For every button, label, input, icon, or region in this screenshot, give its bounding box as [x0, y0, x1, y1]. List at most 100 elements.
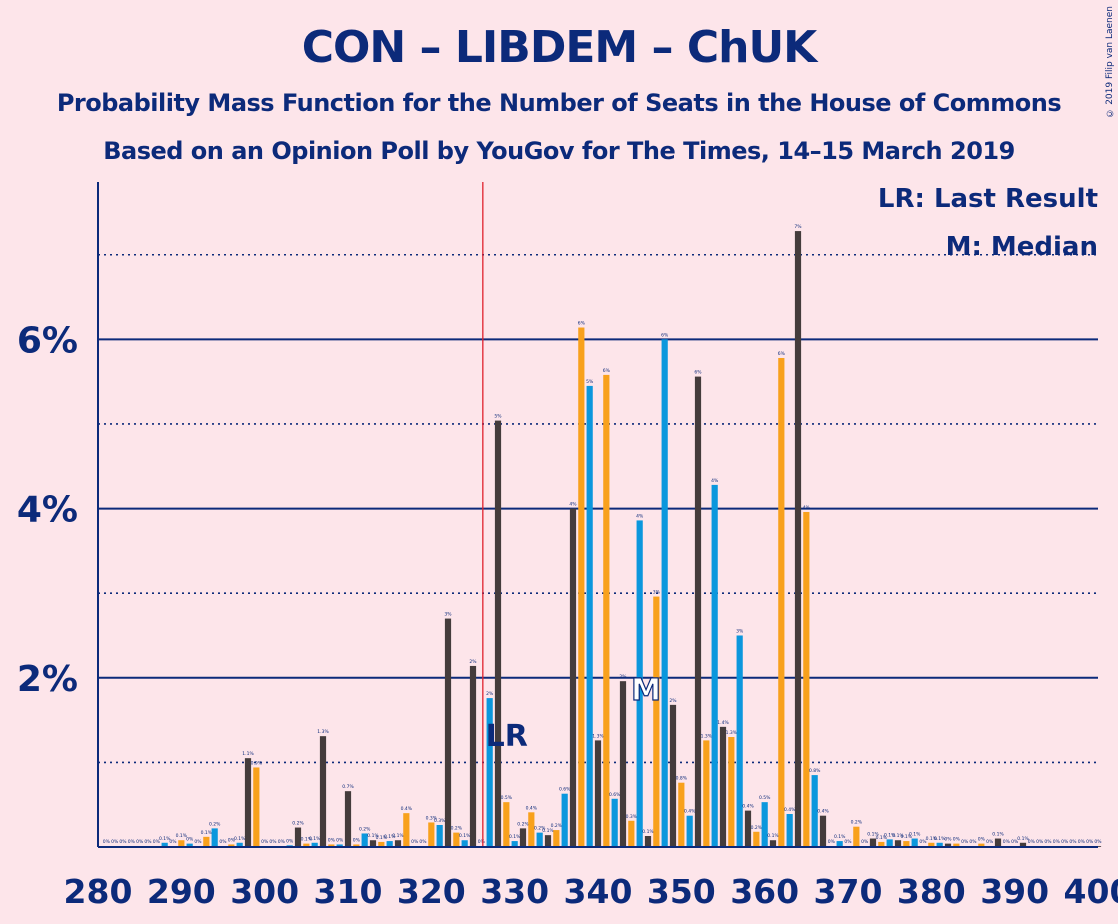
last-result-marker: LR — [486, 719, 528, 754]
bar-data-label: 3% — [444, 612, 452, 618]
bar-data-label: 3% — [653, 590, 661, 596]
bar — [719, 726, 727, 847]
y-tick-label: 4% — [17, 490, 78, 531]
bar — [378, 841, 385, 847]
bar — [978, 843, 985, 847]
bar — [928, 842, 935, 847]
bar — [794, 231, 802, 848]
bar-data-label: 0.2% — [209, 821, 221, 827]
bar-data-label: 0.2% — [292, 821, 304, 827]
bar-data-label: 0.1% — [301, 837, 313, 843]
bar — [586, 385, 593, 847]
bar-data-label: 0.9% — [251, 760, 263, 766]
bar-data-label: 0% — [119, 839, 127, 845]
bar — [669, 704, 677, 847]
bar — [644, 836, 652, 847]
bar-data-label: 0% — [111, 839, 119, 845]
bar — [544, 835, 552, 847]
bar-data-label: 0% — [419, 839, 427, 845]
bar — [228, 844, 235, 847]
bar-data-label: 0.1% — [884, 832, 896, 838]
chart-subtitle-2: Based on an Opinion Poll by YouGov for T… — [103, 137, 1015, 165]
bar — [678, 782, 685, 847]
bar-data-label: 0% — [219, 839, 227, 845]
bar-data-label: 0% — [961, 839, 969, 845]
bar — [528, 812, 535, 847]
x-tick-label: 300 — [230, 872, 299, 911]
bar-data-label: 0.6% — [609, 792, 621, 798]
bar-data-label: 0% — [1086, 839, 1094, 845]
bar — [403, 813, 410, 847]
bar — [428, 822, 435, 847]
bar-data-label: 0.1% — [459, 833, 471, 839]
bar — [578, 327, 585, 848]
bar-data-label: 0.1% — [767, 833, 779, 839]
bar-data-label: 0.2% — [851, 820, 863, 826]
bar-data-label: 0.2% — [551, 823, 563, 829]
bar-data-label: 0.1% — [901, 834, 913, 840]
x-tick-label: 390 — [980, 872, 1049, 911]
bar-data-label: 4% — [636, 513, 644, 519]
bar — [253, 767, 260, 847]
chart-title: CON – LIBDEM – ChUK — [301, 22, 818, 73]
bar — [511, 841, 518, 847]
bar-data-label: 0% — [269, 839, 277, 845]
bar-data-label: 0.1% — [234, 836, 246, 842]
bar-data-label: 0.1% — [201, 830, 213, 836]
bar — [569, 508, 577, 847]
x-tick-label: 360 — [730, 872, 799, 911]
bar — [936, 842, 943, 847]
bar — [769, 840, 777, 847]
x-tick-label: 340 — [564, 872, 633, 911]
bar-data-label: 0% — [128, 839, 136, 845]
bar-data-label: 0.2% — [359, 826, 371, 832]
bar — [553, 830, 560, 847]
bar — [869, 838, 877, 847]
bar-data-label: 7% — [794, 224, 802, 230]
bar-data-label: 0% — [969, 839, 977, 845]
bar — [744, 810, 752, 847]
bar-data-label: 0% — [194, 839, 202, 845]
bar-data-label: 0.1% — [367, 833, 379, 839]
bar — [236, 842, 243, 847]
x-tick-label: 310 — [314, 872, 383, 911]
bar — [186, 843, 193, 847]
bar-data-label: 0% — [944, 837, 952, 843]
bar-data-label: 0% — [861, 839, 869, 845]
bar — [328, 844, 335, 847]
bar — [853, 826, 860, 847]
bar-data-label: 4% — [569, 502, 577, 508]
bar-data-label: 5% — [494, 414, 502, 420]
bar-data-label: 0% — [978, 837, 986, 843]
bar — [703, 740, 710, 847]
x-tick-label: 370 — [814, 872, 883, 911]
bar-data-label: 0% — [169, 839, 177, 845]
bar-data-label: 0.1% — [392, 833, 404, 839]
bar-data-label: 3% — [736, 628, 744, 634]
bar-data-label: 0% — [186, 837, 194, 843]
bar-data-label: 0% — [1036, 839, 1044, 845]
bar-data-label: 0.4% — [684, 809, 696, 815]
bar-data-label: 0.1% — [926, 836, 938, 842]
x-tick-label: 350 — [647, 872, 716, 911]
bar-data-label: 0.1% — [876, 835, 888, 841]
bar — [161, 842, 168, 847]
bar-data-label: 0.1% — [992, 832, 1004, 838]
x-tick-label: 280 — [64, 872, 133, 911]
bar — [311, 842, 318, 847]
bar-data-label: 0.1% — [542, 828, 554, 834]
bar-data-label: 0% — [1053, 839, 1061, 845]
bar — [803, 511, 810, 847]
bar-data-label: 0% — [286, 838, 294, 844]
bar-data-label: 1.3% — [317, 729, 329, 735]
bar — [519, 828, 527, 847]
x-tick-label: 290 — [147, 872, 216, 911]
bar-data-label: 0.1% — [867, 832, 879, 838]
bar-data-label: 0% — [1094, 839, 1102, 845]
bar-data-label: 0.8% — [809, 768, 821, 774]
bar-data-label: 0.5% — [759, 795, 771, 801]
bar — [178, 840, 185, 847]
bar — [461, 840, 468, 847]
bar-data-label: 0.3% — [626, 814, 638, 820]
